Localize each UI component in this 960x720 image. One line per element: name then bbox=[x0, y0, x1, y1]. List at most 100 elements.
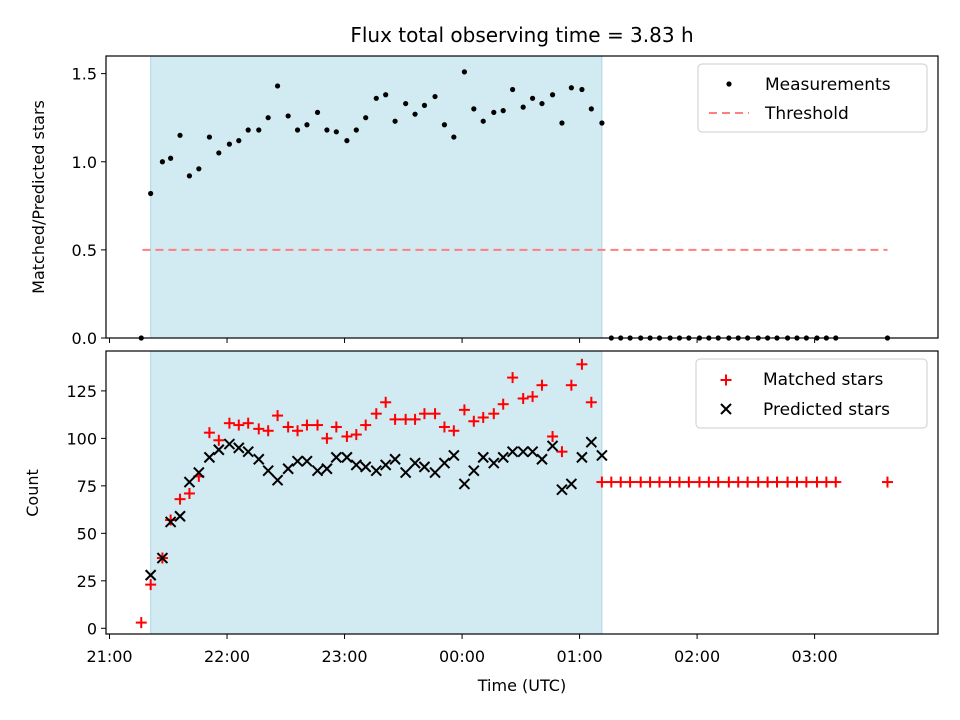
measurement-point bbox=[148, 190, 154, 197]
matched-star-point bbox=[321, 432, 333, 444]
predicted-star-point bbox=[536, 453, 548, 465]
cross-b bbox=[350, 459, 363, 471]
predicted-star-point bbox=[164, 516, 177, 528]
matched-star-point bbox=[477, 411, 489, 423]
matched-star-point bbox=[312, 419, 324, 431]
measurement-point bbox=[421, 102, 428, 108]
matched-star-point bbox=[145, 579, 157, 591]
cross-b bbox=[301, 455, 313, 467]
predicted-star-point bbox=[223, 438, 236, 450]
matched-star-point bbox=[370, 408, 382, 420]
cross-b bbox=[156, 552, 169, 564]
predicted-star-point bbox=[341, 451, 353, 464]
matched-star-point bbox=[536, 379, 548, 391]
measurement-point bbox=[304, 122, 310, 128]
matched-star-point bbox=[723, 476, 735, 488]
bottom-panel: 0 25 50 75 100 125 21:00 22:00 23:00 00:00 01:00 02… bbox=[23, 350, 939, 695]
matched-star-point bbox=[488, 408, 500, 420]
matched-star-point bbox=[272, 410, 284, 422]
predicted-star-point bbox=[291, 455, 304, 467]
matched-star-point bbox=[556, 446, 568, 458]
predicted-star-point bbox=[193, 466, 205, 479]
measurement-point bbox=[579, 86, 585, 93]
x-tick-label: 22:00 bbox=[204, 647, 250, 666]
measurement-point bbox=[559, 120, 565, 126]
measurement-point bbox=[159, 159, 166, 165]
measurement-point bbox=[344, 138, 350, 144]
y-tick-label: 75 bbox=[77, 477, 97, 496]
measurement-point bbox=[480, 118, 486, 124]
cross-b bbox=[596, 449, 608, 462]
predicted-star-point bbox=[458, 478, 471, 490]
predicted-star-point bbox=[350, 459, 363, 471]
predicted-star-point bbox=[429, 466, 441, 479]
matched-star-point bbox=[830, 476, 842, 488]
cross-b bbox=[242, 445, 254, 458]
measurement-point bbox=[461, 69, 468, 75]
matched-star-point bbox=[233, 419, 245, 431]
matched-star-point bbox=[458, 404, 470, 416]
predicted-star-point bbox=[477, 451, 489, 464]
measurement-point bbox=[274, 83, 281, 89]
y-tick-label: 0.0 bbox=[72, 329, 97, 348]
predicted-star-point bbox=[213, 444, 225, 456]
cross-b bbox=[536, 453, 548, 465]
predicted-star-point bbox=[546, 440, 559, 452]
top-y-axis-label: Matched/Predicted stars bbox=[29, 100, 48, 294]
predicted-star-point bbox=[448, 449, 460, 462]
cross-b bbox=[497, 451, 509, 464]
measurement-point bbox=[520, 104, 526, 110]
predicted-star-point bbox=[468, 464, 480, 477]
measurement-point bbox=[599, 120, 605, 126]
predicted-star-point bbox=[321, 463, 333, 475]
matched-star-point bbox=[183, 487, 195, 499]
predicted-star-point bbox=[517, 445, 529, 458]
matched-star-point bbox=[664, 476, 676, 488]
cross-b bbox=[233, 442, 245, 454]
predicted-star-point bbox=[233, 442, 245, 454]
matched-star-point bbox=[703, 476, 715, 488]
matched-star-point bbox=[615, 476, 627, 488]
measurement-point bbox=[363, 115, 369, 121]
measurement-point bbox=[324, 127, 330, 133]
predicted-star-point bbox=[156, 552, 169, 564]
matched-star-point bbox=[771, 476, 783, 488]
matched-star-point bbox=[800, 476, 812, 488]
cross-b bbox=[526, 445, 539, 458]
predicted-star-point bbox=[497, 451, 509, 464]
matched-star-point bbox=[673, 476, 685, 488]
measurement-point bbox=[333, 129, 339, 135]
matched-star-point bbox=[350, 429, 362, 441]
measurement-point bbox=[186, 173, 193, 179]
matched-star-point bbox=[585, 396, 597, 408]
cross-b bbox=[448, 449, 460, 462]
measurement-point bbox=[529, 95, 536, 101]
cross-b bbox=[720, 403, 732, 415]
measurement-point bbox=[441, 122, 448, 128]
matched-star-point bbox=[389, 413, 401, 425]
measurement-point bbox=[314, 109, 321, 115]
matched-star-point bbox=[341, 430, 353, 442]
matched-star-point bbox=[292, 425, 304, 437]
predicted-star-point bbox=[271, 474, 284, 486]
measurement-point bbox=[265, 115, 271, 121]
matched-star-point bbox=[547, 430, 559, 442]
predicted-star-point bbox=[488, 457, 500, 469]
cross-b bbox=[174, 510, 186, 522]
predicted-star-point bbox=[301, 455, 313, 467]
legend-matched-marker bbox=[720, 374, 732, 386]
legend-threshold-label: Threshold bbox=[764, 104, 849, 124]
cross-b bbox=[438, 457, 451, 469]
bottom-plot-frame bbox=[105, 350, 939, 635]
cross-b bbox=[183, 476, 196, 488]
predicted-star-point bbox=[409, 457, 421, 469]
observing-window-band bbox=[150, 56, 602, 338]
matched-star-point bbox=[380, 396, 392, 408]
cross-b bbox=[517, 445, 529, 458]
predicted-star-point bbox=[282, 463, 294, 475]
observing-window-band bbox=[150, 351, 602, 634]
cross-b bbox=[213, 444, 225, 456]
matched-star-point bbox=[507, 372, 519, 384]
predicted-star-point bbox=[565, 478, 578, 490]
cross-b bbox=[262, 464, 274, 477]
